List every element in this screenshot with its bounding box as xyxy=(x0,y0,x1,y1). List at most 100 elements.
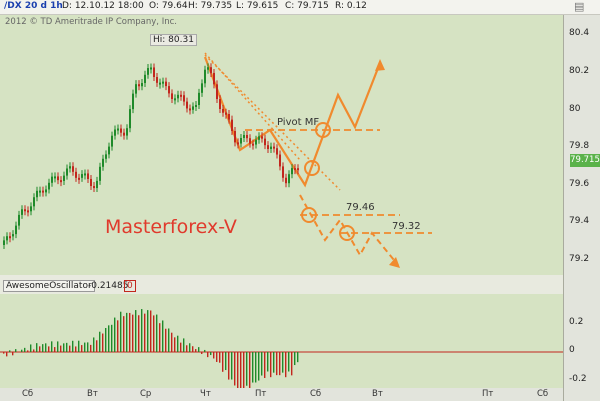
entry-circle xyxy=(304,160,320,176)
oscillator-bar xyxy=(237,352,239,388)
oscillator-bars xyxy=(3,309,299,388)
candle-body xyxy=(6,236,8,241)
oscillator-bar xyxy=(42,344,44,352)
time-tick: Сб xyxy=(22,389,34,399)
low-readout: L: 79.615 xyxy=(236,1,279,11)
candle-body xyxy=(267,145,269,149)
oscillator-bar xyxy=(33,349,35,352)
oscillator-bar xyxy=(3,352,5,354)
candle-body xyxy=(213,72,215,85)
oscillator-bar xyxy=(180,342,182,352)
oscillator-bar xyxy=(51,341,53,352)
price-tick: 80.2 xyxy=(569,66,590,76)
time-tick: Вт xyxy=(372,389,383,399)
candle-body xyxy=(129,109,131,129)
symbol-label[interactable]: /DX 20 d 1h xyxy=(4,1,63,11)
oscillator-bar xyxy=(150,310,152,352)
oscillator-bar xyxy=(144,313,146,352)
oscillator-bar xyxy=(45,343,47,352)
oscillator-bar xyxy=(222,352,224,372)
time-tick: Чт xyxy=(200,389,211,399)
candle-body xyxy=(138,84,140,87)
oscillator-bar xyxy=(201,352,203,355)
candle-body xyxy=(141,83,143,87)
price-tick: 79.2 xyxy=(569,254,590,264)
oscillator-bar xyxy=(264,352,266,379)
time-tick: Сб xyxy=(310,389,322,399)
candle-body xyxy=(3,240,5,245)
oscillator-bar xyxy=(108,325,110,352)
oscillator-bar xyxy=(291,352,293,376)
oscillator-bar xyxy=(6,352,8,357)
oscillator-bar xyxy=(243,352,245,388)
oscillator-bar xyxy=(132,314,134,352)
candle-body xyxy=(162,81,164,84)
oscillator-bar xyxy=(168,328,170,352)
price-chart-panel[interactable] xyxy=(0,15,563,275)
oscillator-bar xyxy=(261,352,263,376)
oscillator-bar xyxy=(258,352,260,381)
oscillator-bar xyxy=(15,349,17,352)
window-controls-icon[interactable]: ▤ xyxy=(574,0,585,13)
oscillator-bar xyxy=(117,320,119,352)
oscillator-bar xyxy=(234,352,236,386)
candle-body xyxy=(96,180,98,189)
oscillator-svg xyxy=(0,309,563,388)
candle-body xyxy=(231,119,233,131)
candle-body xyxy=(30,206,32,212)
oscillator-bar xyxy=(204,349,206,352)
level-1-label: 79.46 xyxy=(346,202,375,213)
candle-body xyxy=(189,108,191,111)
candle-body xyxy=(273,146,275,149)
candle-body xyxy=(72,166,74,172)
candle-body xyxy=(225,112,227,115)
oscillator-bar xyxy=(171,332,173,352)
oscillator-bar xyxy=(78,340,80,352)
open-readout: O: 79.64 xyxy=(149,1,188,11)
level-2-label: 79.32 xyxy=(392,221,421,232)
oscillator-bar xyxy=(279,352,281,376)
candle-body xyxy=(246,135,248,139)
candle-body xyxy=(177,94,179,99)
date-readout: D: 12.10.12 18:00 xyxy=(62,1,144,11)
oscillator-bar xyxy=(66,342,68,352)
price-chart-svg xyxy=(3,52,432,268)
oscillator-bar xyxy=(216,352,218,362)
oscillator-bar xyxy=(141,309,143,352)
candle-body xyxy=(18,214,20,226)
candle-body xyxy=(105,154,107,159)
candle-body xyxy=(222,108,224,113)
oscillator-bar xyxy=(219,352,221,363)
candle-body xyxy=(255,139,257,145)
oscillator-bar xyxy=(90,344,92,352)
oscillator-bar xyxy=(21,349,23,352)
candle-body xyxy=(249,138,251,144)
osc-tick: 0 xyxy=(569,345,575,355)
candles-group xyxy=(3,63,299,249)
candle-body xyxy=(159,82,161,85)
oscillator-bar xyxy=(276,352,278,376)
candle-body xyxy=(36,190,38,198)
oscillator-bar xyxy=(267,352,269,372)
candle-body xyxy=(99,166,101,181)
oscillator-bar xyxy=(156,314,158,352)
oscillator-bar xyxy=(57,341,59,352)
candle-body xyxy=(228,114,230,120)
oscillator-bar xyxy=(12,352,14,356)
candle-body xyxy=(78,177,80,180)
candle-body xyxy=(240,138,242,144)
oscillator-bar xyxy=(75,346,77,352)
price-axis[interactable]: 80.4 80.2 80 79.8 79.6 79.4 79.2 0.2 0 -… xyxy=(563,15,600,401)
indicator-name[interactable]: AwesomeOscillator xyxy=(3,280,95,292)
oscillator-bar xyxy=(60,345,62,352)
candle-body xyxy=(39,190,41,193)
candle-body xyxy=(285,177,287,184)
candle-body xyxy=(207,67,209,70)
candle-body xyxy=(42,190,44,193)
oscillator-bar xyxy=(189,343,191,352)
time-tick: Ср xyxy=(140,389,152,399)
candle-body xyxy=(297,168,299,171)
oscillator-bar xyxy=(153,315,155,352)
price-tick: 80.4 xyxy=(569,28,590,38)
chart-header: /DX 20 d 1h D: 12.10.12 18:00 O: 79.64 H… xyxy=(0,0,600,15)
